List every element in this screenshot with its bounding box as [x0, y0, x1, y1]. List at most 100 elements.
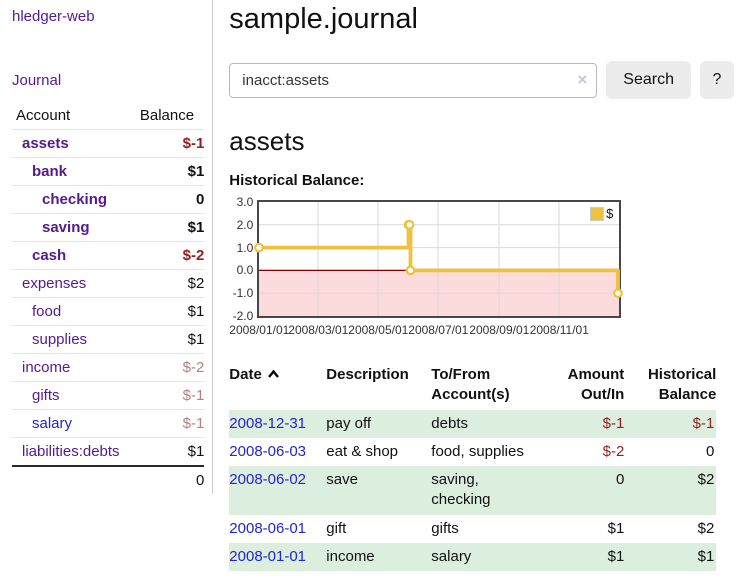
clear-search-icon[interactable]: ×: [577, 69, 588, 89]
register-table: Date Description To/From Account(s) Amou…: [229, 362, 717, 571]
accounts-table: Account Balance assets $-1 bank $1 checking 0…: [12, 102, 205, 494]
accounts-header-balance: Balance: [139, 107, 195, 124]
transaction-amount: $-2: [602, 442, 625, 460]
register-row: 2008-12-31 pay off debts $-1 $-1: [229, 409, 717, 438]
accounts-header-account: Account: [16, 107, 71, 124]
y-tick-label: -2.0: [232, 309, 254, 323]
chart-legend: $: [588, 205, 616, 222]
transaction-balance: $2: [626, 466, 717, 515]
sidebar-item-journal[interactable]: Journal: [12, 72, 62, 89]
transaction-accounts: gifts: [431, 519, 459, 537]
x-tick-label: 2008/11/01: [529, 323, 589, 337]
register-header-account: To/From Account(s): [431, 366, 510, 404]
transaction-accounts: salary: [431, 542, 542, 571]
account-row: cash $-2: [12, 241, 205, 270]
help-button[interactable]: ?: [700, 61, 734, 99]
account-link[interactable]: gifts: [32, 387, 60, 404]
sort-ascending-icon: [267, 369, 279, 378]
account-row: food $1: [12, 297, 205, 326]
data-point: [404, 219, 415, 230]
x-tick-label: 2008/09/01: [469, 323, 530, 337]
account-link[interactable]: expenses: [22, 275, 87, 292]
register-header-balance: Historical Balance: [647, 366, 717, 404]
account-balance: $-1: [139, 409, 205, 438]
chart-plot-area: $: [254, 200, 624, 318]
y-tick-label: -1.0: [232, 286, 254, 301]
x-tick-label: 2008/07/01: [408, 323, 469, 337]
register-header-description: Description: [326, 366, 409, 383]
transaction-amount: 0: [541, 466, 627, 515]
accounts-total-row: 0: [12, 465, 205, 494]
transaction-accounts: food, supplies: [431, 442, 524, 460]
account-balance: $-2: [139, 241, 205, 270]
x-tick-label: 2008/03/01: [288, 323, 349, 337]
account-balance: 0: [139, 185, 205, 214]
data-point: [405, 265, 416, 276]
chart-title: Historical Balance:: [229, 172, 365, 189]
x-tick-label: 2008/05/01: [348, 323, 409, 337]
account-row: expenses $2: [12, 269, 205, 298]
account-balance: $1: [139, 157, 205, 186]
transaction-description: pay off: [326, 409, 432, 438]
account-link[interactable]: supplies: [32, 331, 88, 348]
account-row: saving $1: [12, 213, 205, 242]
transaction-date-link[interactable]: 2008-06-01: [229, 519, 307, 537]
search-button[interactable]: Search: [606, 61, 691, 99]
account-link[interactable]: income: [22, 359, 71, 376]
transaction-date-link[interactable]: 2008-01-01: [229, 547, 307, 565]
search-box: ×: [229, 62, 598, 98]
account-link[interactable]: liabilities:debts: [22, 443, 120, 460]
account-row: assets $-1: [12, 129, 205, 158]
transaction-balance: $-1: [626, 409, 717, 438]
account-link[interactable]: bank: [32, 163, 68, 180]
account-balance: $-1: [139, 129, 205, 158]
accounts-total-balance: 0: [139, 465, 205, 494]
legend-swatch-icon: [590, 206, 605, 221]
transaction-accounts: saving, checking: [431, 466, 542, 515]
account-row: liabilities:debts $1: [12, 437, 205, 466]
register-header-row: Date Description To/From Account(s) Amou…: [229, 362, 716, 410]
account-row: gifts $-1: [12, 381, 205, 410]
transaction-amount: $1: [541, 542, 627, 571]
register-row: 2008-01-01 income salary $1 $1: [229, 542, 717, 571]
account-heading: assets: [229, 126, 305, 156]
account-link[interactable]: checking: [42, 191, 108, 208]
sidebar: hledger-web Journal Account Balance asse…: [0, 0, 214, 494]
transaction-balance: 0: [705, 442, 715, 460]
accounts-header-row: Account Balance: [12, 102, 204, 130]
register-header-date[interactable]: Date: [229, 362, 326, 410]
data-point: [613, 288, 624, 299]
account-row: income $-2: [12, 353, 205, 382]
transaction-date-link[interactable]: 2008-06-02: [229, 471, 307, 488]
account-balance: $1: [139, 437, 205, 466]
transaction-description: eat & shop: [326, 442, 399, 460]
account-row: supplies $1: [12, 325, 205, 354]
account-link[interactable]: food: [32, 303, 62, 320]
transaction-balance: $2: [697, 519, 715, 537]
transaction-date-link[interactable]: 2008-06-03: [229, 442, 307, 460]
transaction-amount: $-1: [541, 409, 627, 438]
account-balance: $1: [139, 213, 205, 242]
account-row: checking 0: [12, 185, 205, 214]
account-link[interactable]: saving: [42, 219, 90, 236]
register-header-amount: Amount Out/In: [567, 366, 625, 404]
account-link[interactable]: salary: [32, 415, 73, 432]
data-point: [254, 242, 265, 253]
page-title: sample.journal: [229, 3, 418, 35]
app-title-link[interactable]: hledger-web: [12, 8, 95, 25]
x-tick-label: 2008/01/01: [229, 323, 290, 337]
account-link[interactable]: assets: [22, 135, 69, 152]
y-tick-label: 0.0: [236, 263, 254, 278]
legend-label: $: [606, 206, 614, 221]
account-link[interactable]: cash: [32, 247, 67, 264]
account-balance: $-2: [139, 353, 205, 382]
transaction-accounts: debts: [431, 409, 542, 438]
transaction-description: save: [326, 466, 432, 515]
search-input[interactable]: [229, 62, 598, 98]
account-row: salary $-1: [12, 409, 205, 438]
transaction-date-link[interactable]: 2008-12-31: [229, 414, 307, 432]
search-form: × Search ?: [229, 61, 734, 99]
chart-canvas: [254, 202, 624, 316]
account-balance: $2: [139, 269, 205, 298]
